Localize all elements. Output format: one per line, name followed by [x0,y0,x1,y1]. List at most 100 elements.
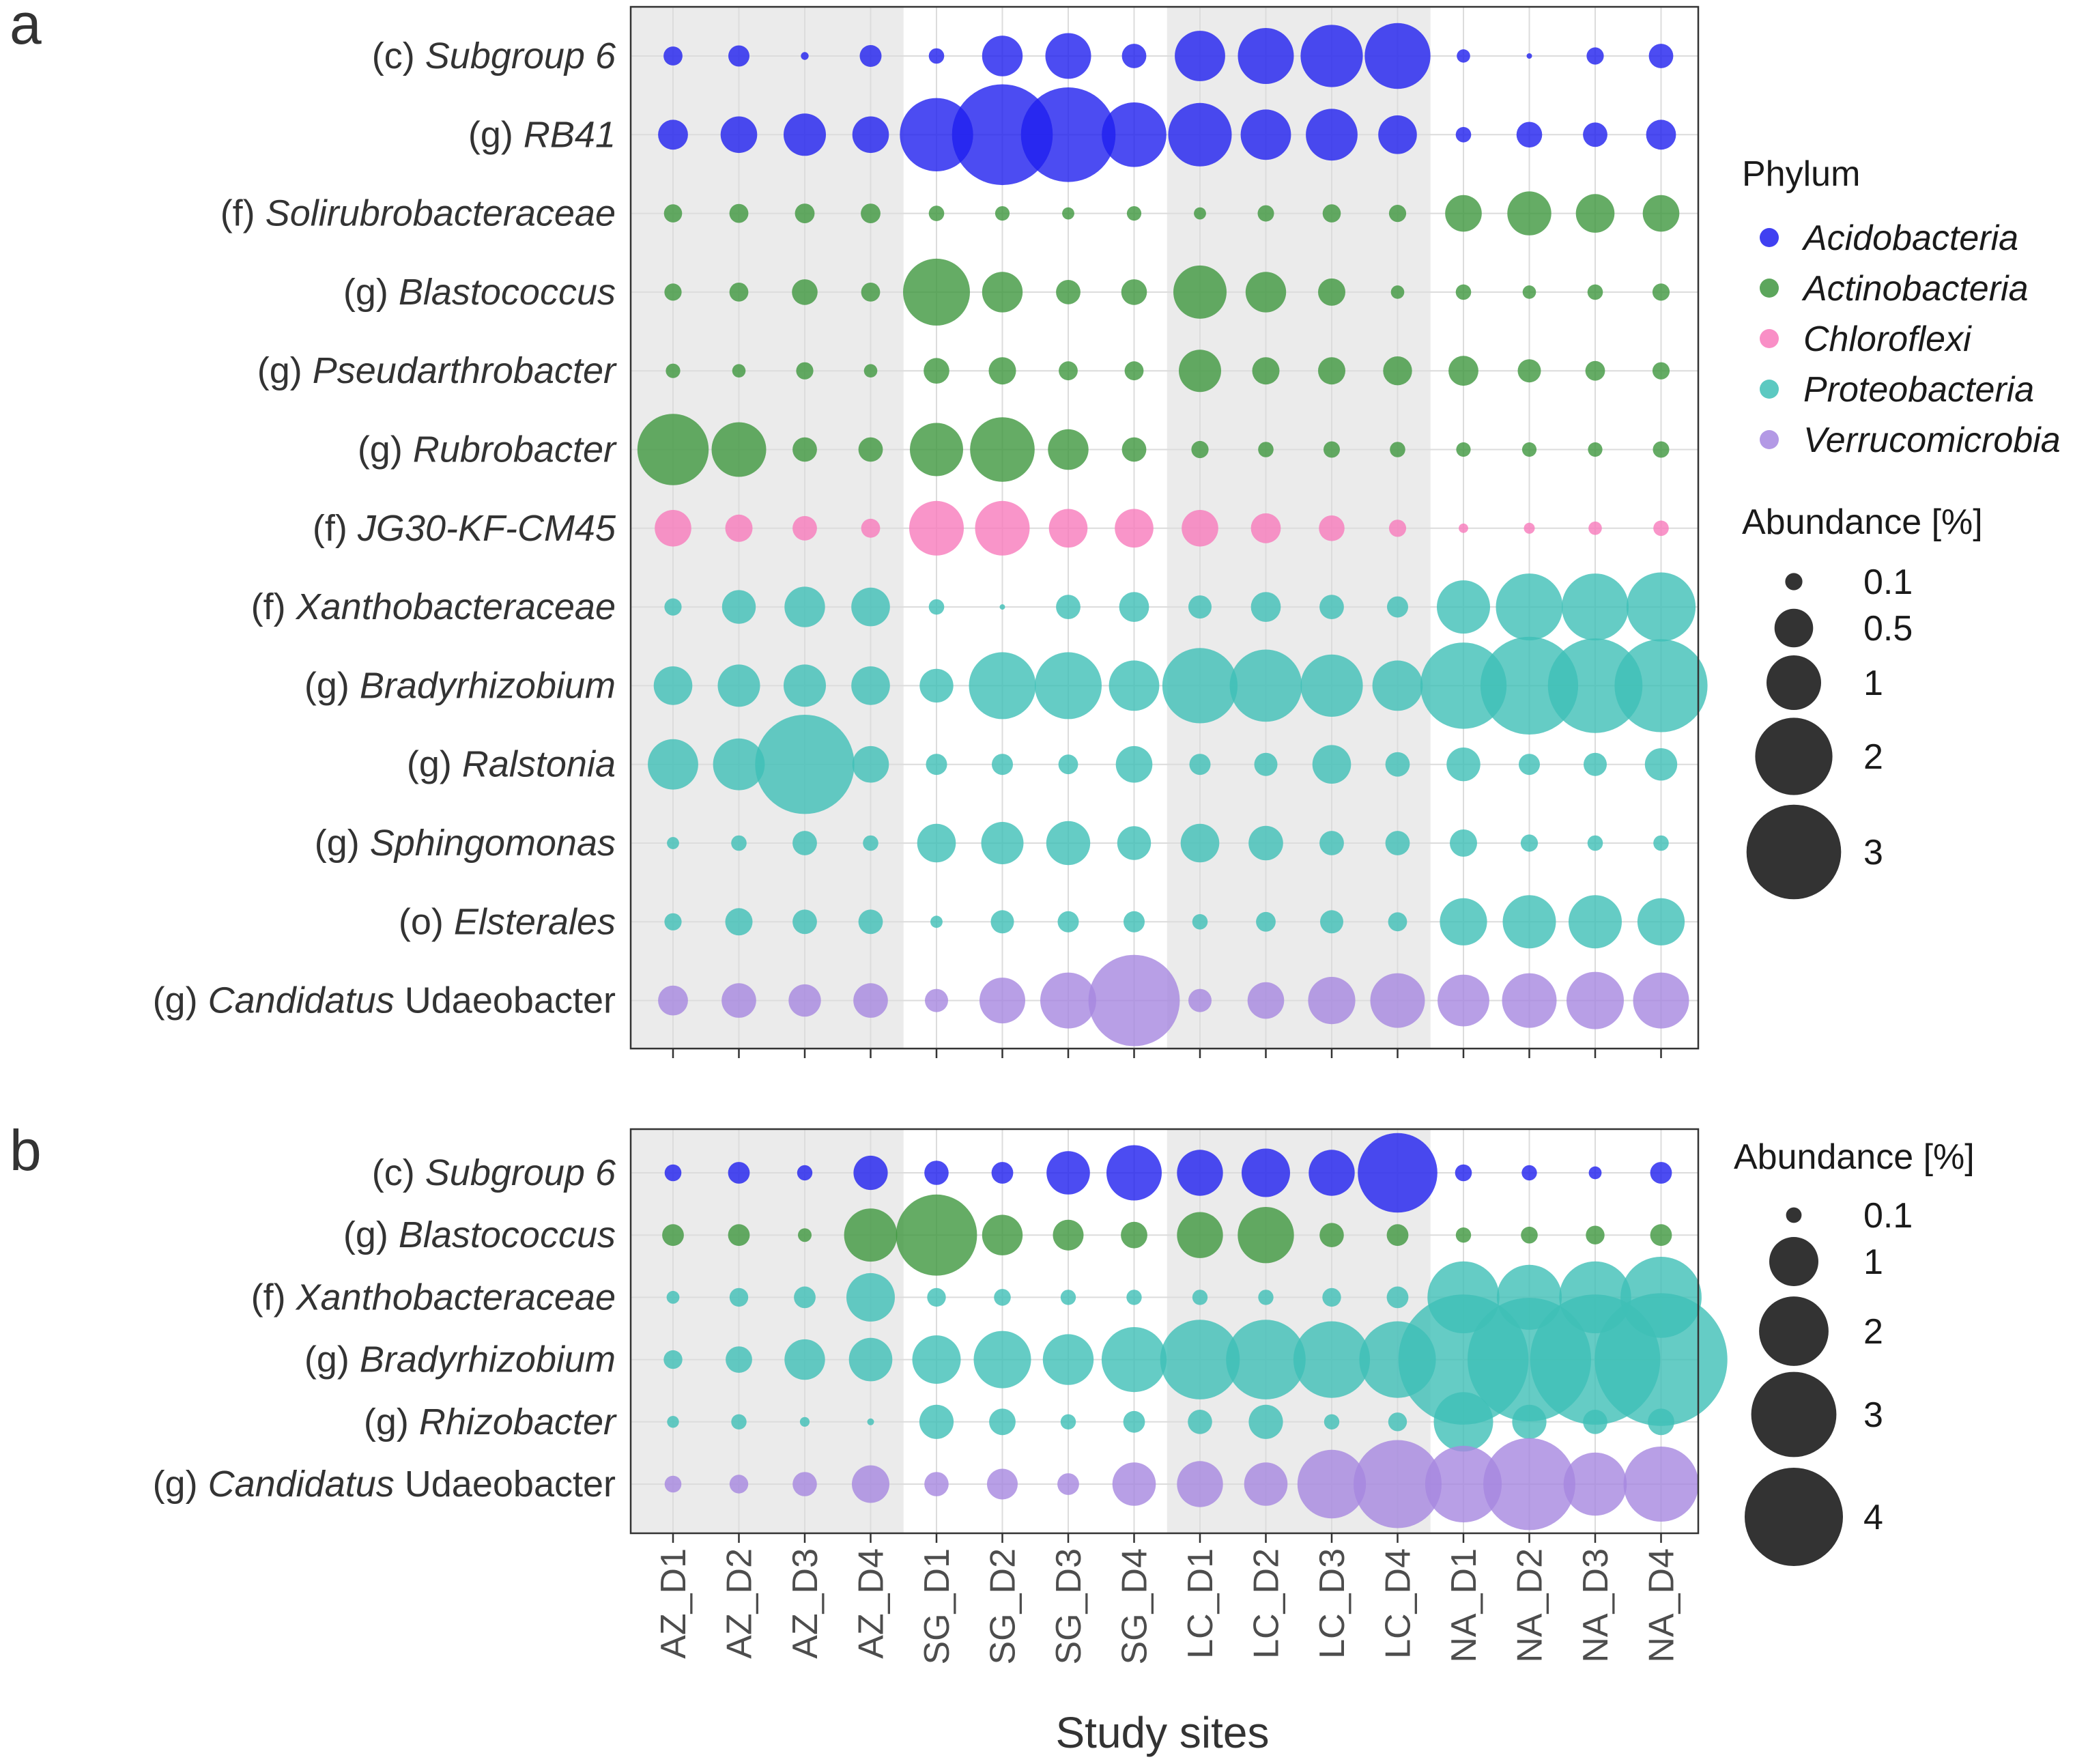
bubble-b-rhizobacter-lc_d4 [1388,1412,1407,1432]
bubble-a-pseudarthrobacter-az_d4 [863,364,878,378]
bubble-a-rb41-lc_d2 [1240,109,1291,160]
y-label-b-rhizobacter: (g) Rhizobacter [364,1402,617,1442]
bubble-b-subgroup-6-sg_d4 [1106,1145,1162,1201]
bubble-a-pseudarthrobacter-az_d3 [796,362,814,380]
bubble-b-subgroup-6-lc_d1 [1177,1150,1223,1196]
bubble-b-bradyrhizobium-az_d2 [726,1346,752,1373]
bubble-a-blastococcus-az_d3 [792,279,818,305]
size-legend-panel-b: Abundance [%] 0.1 1 2 3 4 [1734,1137,1975,1566]
bubble-a-bradyrhizobium-lc_d3 [1300,654,1363,717]
bubble-a-rubrobacter-az_d3 [792,437,817,462]
panel-a-plot: (c) Subgroup 6 (g) RB41 (f) Solirubrobacte… [153,5,1708,1058]
size-key-label-b: 3 [1863,1395,1883,1435]
x-tick-label-sg_d3: SG_D3 [1049,1548,1089,1665]
size-key-b-1 [1769,1237,1818,1286]
x-tick-label-na_d2: NA_D2 [1511,1548,1550,1663]
bubble-a-blastococcus-na_d3 [1587,284,1603,300]
bubble-b-rhizobacter-na_d2 [1512,1404,1547,1439]
bubble-a-subgroup-6-sg_d2 [982,35,1023,76]
bubble-a-solirubrobacteraceae-na_d2 [1507,191,1551,236]
bubble-b-rhizobacter-az_d4 [867,1418,874,1425]
bubble-a-xanthobacteraceae-na_d3 [1562,573,1629,641]
bubble-a-ralstonia-az_d3 [755,715,855,814]
bubble-a-candidatus-udaeobacter-lc_d4 [1370,973,1425,1028]
bubble-a-elsterales-az_d1 [664,913,682,930]
bubble-b-bradyrhizobium-sg_d4 [1101,1327,1167,1393]
bubble-a-candidatus-udaeobacter-na_d1 [1438,974,1489,1027]
bubble-a-subgroup-6-az_d3 [801,52,809,60]
bubble-a-bradyrhizobium-sg_d1 [919,668,954,703]
bubble-a-pseudarthrobacter-na_d4 [1652,362,1670,380]
phylum-legend: Phylum Acidobacteria Actinobacteria Chlorof… [1742,154,2061,460]
bubble-b-blastococcus-sg_d1 [896,1194,977,1276]
bubble-b-candidatus-udaeobacter-na_d4 [1623,1447,1699,1522]
bubble-a-blastococcus-az_d4 [861,283,881,302]
bubble-a-solirubrobacteraceae-az_d4 [861,203,881,223]
bubble-a-subgroup-6-sg_d4 [1121,44,1147,68]
bubble-a-subgroup-6-lc_d4 [1364,23,1431,89]
y-label-a-rb41: (g) RB41 [468,114,616,155]
bubble-a-candidatus-udaeobacter-na_d2 [1502,973,1557,1028]
bubble-b-candidatus-udaeobacter-sg_d3 [1057,1473,1079,1495]
bubble-b-candidatus-udaeobacter-lc_d4 [1354,1440,1442,1528]
y-label-b-xanthobacteraceae: (f) Xanthobacteraceae [251,1277,616,1318]
bubble-a-bradyrhizobium-az_d3 [784,664,826,707]
bubble-a-solirubrobacteraceae-sg_d4 [1126,206,1142,221]
bubble-b-rhizobacter-az_d1 [667,1416,679,1428]
x-tick-label-az_d4: AZ_D4 [852,1548,891,1659]
y-label-a-xanthobacteraceae: (f) Xanthobacteraceae [251,586,616,627]
x-tick-label-sg_d2: SG_D2 [984,1548,1023,1665]
x-tick-label-lc_d2: LC_D2 [1247,1548,1287,1659]
bubble-b-bradyrhizobium-az_d3 [784,1339,825,1380]
legend-label-actinobacteria: Actinobacteria [1801,269,2029,309]
legend-label-chloroflexi: Chloroflexi [1803,319,1972,359]
bubble-a-elsterales-az_d4 [858,909,883,935]
bubble-a-xanthobacteraceae-na_d4 [1626,572,1696,642]
bubble-a-rb41-na_d1 [1455,127,1472,143]
bubble-a-sphingomonas-az_d3 [792,831,817,855]
bubble-a-solirubrobacteraceae-lc_d1 [1194,207,1206,220]
bubble-a-subgroup-6-lc_d2 [1238,28,1294,84]
bubble-a-ralstonia-sg_d4 [1115,745,1153,783]
y-label-a-elsterales: (o) Elsterales [399,901,616,942]
bubble-b-blastococcus-az_d3 [798,1228,812,1242]
bubble-b-xanthobacteraceae-az_d1 [666,1291,680,1304]
bubble-b-bradyrhizobium-az_d1 [663,1350,683,1369]
bubble-a-solirubrobacteraceae-lc_d4 [1388,205,1407,223]
bubble-a-jg30-kf-cm45-az_d2 [725,514,753,542]
bubble-a-sphingomonas-sg_d2 [981,822,1024,864]
bubble-a-blastococcus-sg_d2 [982,272,1023,313]
bubble-a-pseudarthrobacter-lc_d4 [1383,356,1412,386]
bubble-b-candidatus-udaeobacter-sg_d4 [1112,1462,1156,1506]
bubble-b-subgroup-6-na_d1 [1455,1164,1472,1182]
bubble-b-bradyrhizobium-sg_d3 [1042,1334,1094,1385]
bubble-b-bradyrhizobium-lc_d1 [1160,1320,1240,1399]
bubble-a-blastococcus-az_d1 [664,283,682,301]
y-label-b-subgroup-6: (c) Subgroup 6 [372,1152,616,1193]
bubble-a-rubrobacter-na_d4 [1653,441,1670,458]
size-key-label-a: 0.1 [1863,563,1913,602]
bubble-a-sphingomonas-az_d1 [667,837,679,849]
bubble-a-candidatus-udaeobacter-lc_d3 [1308,977,1356,1025]
bubble-a-rubrobacter-sg_d2 [970,417,1035,482]
bubble-b-blastococcus-lc_d4 [1386,1224,1409,1247]
bubble-a-ralstonia-na_d4 [1644,748,1678,781]
bubble-a-sphingomonas-lc_d1 [1180,823,1220,863]
bubble-b-blastococcus-lc_d1 [1177,1212,1223,1258]
bubble-b-xanthobacteraceae-sg_d3 [1060,1290,1076,1305]
bubble-b-subgroup-6-lc_d2 [1242,1148,1290,1197]
size-key-a-0-5 [1774,608,1814,648]
bubble-a-ralstonia-sg_d3 [1058,754,1078,775]
bubble-a-solirubrobacteraceae-na_d1 [1445,195,1482,232]
bubble-a-ralstonia-na_d2 [1519,754,1540,776]
bubble-a-subgroup-6-sg_d3 [1045,33,1091,79]
panel-letter-b: b [10,1118,42,1182]
bubble-a-rubrobacter-lc_d1 [1191,440,1209,459]
bubble-a-blastococcus-na_d1 [1455,284,1472,300]
y-label-a-solirubrobacteraceae: (f) Solirubrobacteraceae [220,193,616,234]
bubble-a-sphingomonas-lc_d2 [1248,825,1283,861]
bubble-a-ralstonia-lc_d4 [1385,752,1410,777]
bubble-b-subgroup-6-lc_d3 [1308,1150,1355,1196]
bubble-b-xanthobacteraceae-sg_d4 [1126,1290,1142,1305]
